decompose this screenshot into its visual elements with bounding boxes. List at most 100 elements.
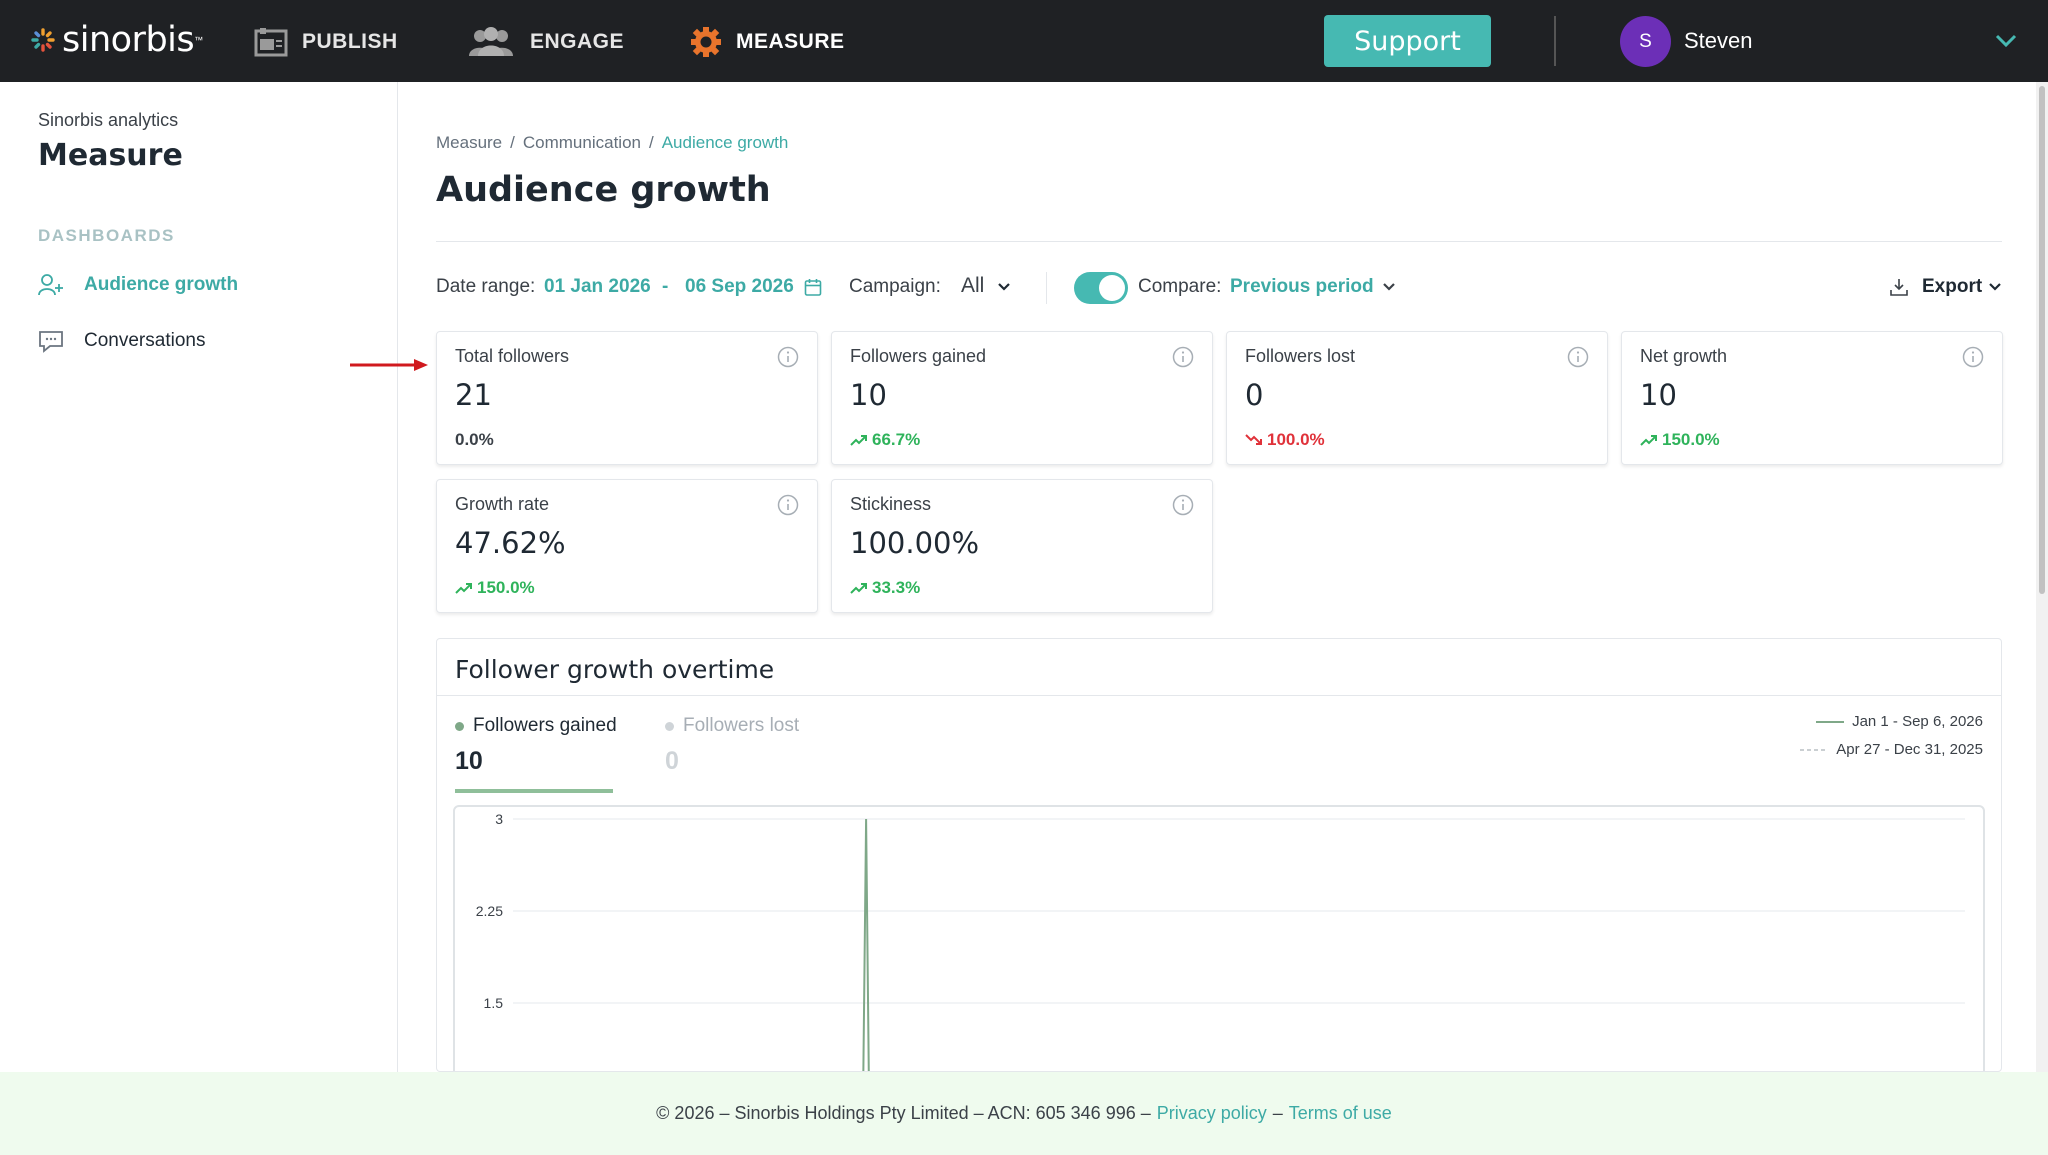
sidebar-item-label: Audience growth bbox=[84, 274, 239, 295]
compare-label: Compare: bbox=[1138, 276, 1222, 297]
metric-change-value: 100.0% bbox=[1267, 430, 1325, 449]
metric-change-value: 150.0% bbox=[477, 578, 535, 597]
breadcrumb-separator: / bbox=[648, 133, 654, 152]
nav-publish[interactable]: PUBLISH bbox=[254, 22, 398, 62]
chevron-down-icon bbox=[1383, 283, 1395, 291]
compare-toggle[interactable] bbox=[1074, 272, 1128, 304]
compare-period-select[interactable]: Previous period bbox=[1230, 270, 1400, 306]
export-button[interactable]: Export bbox=[1890, 270, 2002, 306]
metric-change: 100.0% bbox=[1245, 430, 1325, 450]
tab-followers-gained[interactable]: Followers gained bbox=[455, 715, 617, 737]
chart-panel-title: Follower growth overtime bbox=[455, 655, 775, 684]
metric-value: 10 bbox=[1640, 378, 1677, 412]
trend-up-icon bbox=[850, 435, 867, 446]
trend-up-icon bbox=[850, 583, 867, 594]
breadcrumb: Measure / Communication / Audience growt… bbox=[436, 133, 788, 153]
metric-change: 150.0% bbox=[455, 578, 535, 598]
chat-icon bbox=[39, 331, 63, 353]
engage-icon bbox=[469, 27, 513, 56]
footer-dash: – bbox=[1272, 1103, 1283, 1123]
chevron-down-icon[interactable] bbox=[1994, 30, 2018, 52]
end-date-picker[interactable]: 06 Sep 2026 bbox=[685, 276, 794, 297]
avatar[interactable]: S bbox=[1620, 16, 1671, 67]
metric-card-growth-rate: Growth rate 47.62% 150.0% bbox=[436, 479, 818, 613]
info-icon[interactable] bbox=[777, 346, 799, 368]
metric-change: 33.3% bbox=[850, 578, 920, 598]
scrollbar[interactable] bbox=[2036, 82, 2048, 1072]
metric-value: 21 bbox=[455, 378, 492, 412]
title-divider bbox=[436, 241, 2002, 242]
metric-card-total-followers: Total followers 21 0.0% bbox=[436, 331, 818, 465]
privacy-policy-link[interactable]: Privacy policy bbox=[1156, 1103, 1267, 1123]
legend-label: Apr 27 - Dec 31, 2025 bbox=[1836, 741, 1983, 758]
info-icon[interactable] bbox=[1962, 346, 1984, 368]
tab-followers-lost[interactable]: Followers lost bbox=[665, 715, 799, 737]
metric-change: 66.7% bbox=[850, 430, 920, 450]
metric-card-net-growth: Net growth 10 150.0% bbox=[1621, 331, 2003, 465]
metric-value: 10 bbox=[850, 378, 887, 412]
start-date-picker[interactable]: 01 Jan 2026 bbox=[544, 276, 651, 297]
user-name[interactable]: Steven bbox=[1684, 28, 1753, 53]
series-line-current-period bbox=[862, 818, 870, 1071]
metric-value: 0 bbox=[1245, 378, 1264, 412]
annotation-arrow bbox=[350, 359, 428, 371]
breadcrumb-measure[interactable]: Measure bbox=[436, 133, 503, 152]
info-icon[interactable] bbox=[1172, 494, 1194, 516]
breadcrumb-separator: / bbox=[510, 133, 515, 152]
sidebar-item-audience-growth[interactable]: Audience growth bbox=[38, 270, 238, 300]
nav-engage[interactable]: ENGAGE bbox=[466, 22, 624, 62]
metric-title: Total followers bbox=[455, 346, 570, 366]
info-icon[interactable] bbox=[1567, 346, 1589, 368]
date-range-label: Date range: bbox=[436, 276, 536, 297]
legend-previous-period: Apr 27 - Dec 31, 2025 bbox=[1800, 741, 1983, 758]
nav-measure[interactable]: MEASURE bbox=[690, 22, 845, 62]
legend-label: Jan 1 - Sep 6, 2026 bbox=[1852, 713, 1983, 730]
sidebar: Sinorbis analytics Measure DASHBOARDS Au… bbox=[0, 82, 398, 1072]
sinorbis-logo[interactable]: sinorbis ™ bbox=[30, 18, 203, 62]
logo-wordmark: sinorbis bbox=[62, 20, 195, 60]
calendar-icon[interactable] bbox=[804, 278, 822, 297]
filter-divider bbox=[1046, 272, 1047, 304]
sinorbis-logo-icon bbox=[31, 28, 55, 52]
metric-title: Stickiness bbox=[850, 494, 932, 514]
nav-engage-label: ENGAGE bbox=[530, 30, 625, 53]
legend-current-period: Jan 1 - Sep 6, 2026 bbox=[1816, 713, 1983, 730]
info-icon[interactable] bbox=[777, 494, 799, 516]
follower-growth-panel: Follower growth overtime Followers gaine… bbox=[436, 638, 2002, 1072]
metric-change-value: 150.0% bbox=[1662, 430, 1720, 449]
breadcrumb-current: Audience growth bbox=[661, 133, 789, 152]
y-tick-label: 2.25 bbox=[476, 903, 503, 919]
support-button[interactable]: Support bbox=[1324, 15, 1491, 67]
sidebar-section-heading: DASHBOARDS bbox=[38, 226, 175, 245]
legend-solid-line bbox=[1816, 720, 1845, 723]
nav-measure-label: MEASURE bbox=[736, 30, 845, 53]
metric-card-followers-gained: Followers gained 10 66.7% bbox=[831, 331, 1213, 465]
metric-value: 47.62% bbox=[455, 526, 566, 560]
breadcrumb-communication[interactable]: Communication bbox=[522, 133, 641, 152]
footer: © 2026 – Sinorbis Holdings Pty Limited –… bbox=[0, 1072, 2048, 1155]
date-separator: - bbox=[662, 276, 669, 297]
legend-dashed-line bbox=[1800, 748, 1829, 751]
chevron-down-icon bbox=[998, 283, 1010, 291]
info-icon[interactable] bbox=[1172, 346, 1194, 368]
campaign-select[interactable]: All bbox=[961, 270, 1017, 306]
audience-icon bbox=[38, 274, 63, 296]
tab-followers-gained-value: 10 bbox=[455, 747, 483, 775]
metric-change: 0.0% bbox=[455, 430, 494, 450]
campaign-value: All bbox=[961, 274, 985, 297]
sidebar-item-conversations[interactable]: Conversations bbox=[38, 326, 205, 356]
tab-label: Followers lost bbox=[683, 715, 800, 736]
metric-card-stickiness: Stickiness 100.00% 33.3% bbox=[831, 479, 1213, 613]
tab-label: Followers gained bbox=[473, 715, 617, 736]
top-navigation-bar: sinorbis ™ PUBLISH ENGAGE MEASURE Support… bbox=[0, 0, 2048, 82]
metric-title: Growth rate bbox=[455, 494, 550, 514]
sidebar-subtitle: Sinorbis analytics bbox=[38, 110, 179, 130]
scrollbar-thumb[interactable] bbox=[2039, 86, 2045, 594]
nav-publish-label: PUBLISH bbox=[302, 30, 398, 53]
topbar-divider bbox=[1554, 16, 1556, 66]
metric-title: Followers gained bbox=[850, 346, 987, 366]
terms-of-use-link[interactable]: Terms of use bbox=[1288, 1103, 1392, 1123]
series-dot bbox=[665, 721, 674, 731]
y-tick-label: 1.5 bbox=[484, 995, 504, 1011]
download-icon bbox=[1890, 279, 1908, 296]
